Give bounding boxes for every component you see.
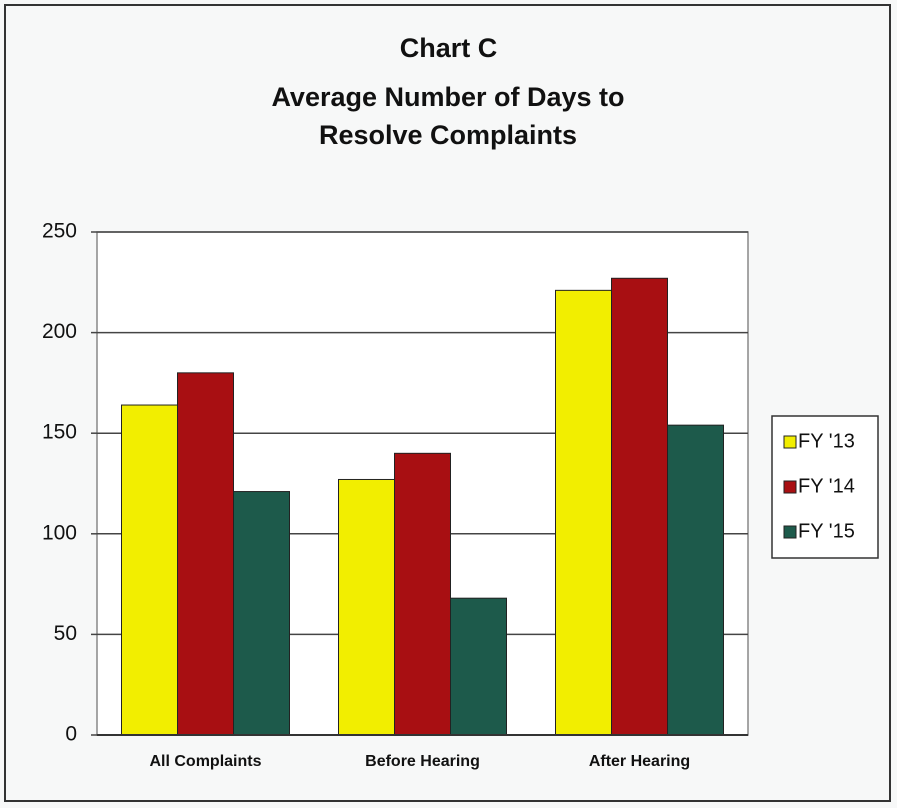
- y-tick-label: 200: [42, 320, 77, 343]
- legend-swatch: [783, 525, 797, 539]
- y-tick-label: 100: [42, 521, 77, 544]
- y-tick-label: 0: [65, 723, 77, 746]
- legend-label: FY '15: [798, 520, 855, 542]
- x-tick-label: Before Hearing: [365, 753, 480, 770]
- chart-subtitle: Average Number of Days to Resolve Compla…: [271, 82, 625, 150]
- bar: [233, 491, 290, 736]
- chart-title: Chart C: [399, 33, 498, 63]
- bar: [121, 404, 178, 736]
- bar: [555, 289, 612, 736]
- y-tick-label: 150: [42, 421, 77, 444]
- bar: [450, 597, 507, 736]
- legend-swatch: [783, 435, 797, 449]
- x-tick-label: After Hearing: [589, 753, 690, 770]
- x-tick-label: All Complaints: [149, 753, 261, 770]
- bar: [611, 277, 668, 736]
- y-tick-label: 250: [42, 220, 77, 243]
- legend-swatch: [783, 480, 797, 494]
- legend-label: FY '14: [798, 475, 855, 497]
- bar: [177, 372, 234, 736]
- frame: [4, 4, 891, 802]
- bar: [394, 452, 451, 736]
- bar: [338, 478, 395, 736]
- y-tick-label: 50: [54, 622, 77, 645]
- legend-label: FY '13: [798, 430, 855, 452]
- bar: [667, 424, 724, 736]
